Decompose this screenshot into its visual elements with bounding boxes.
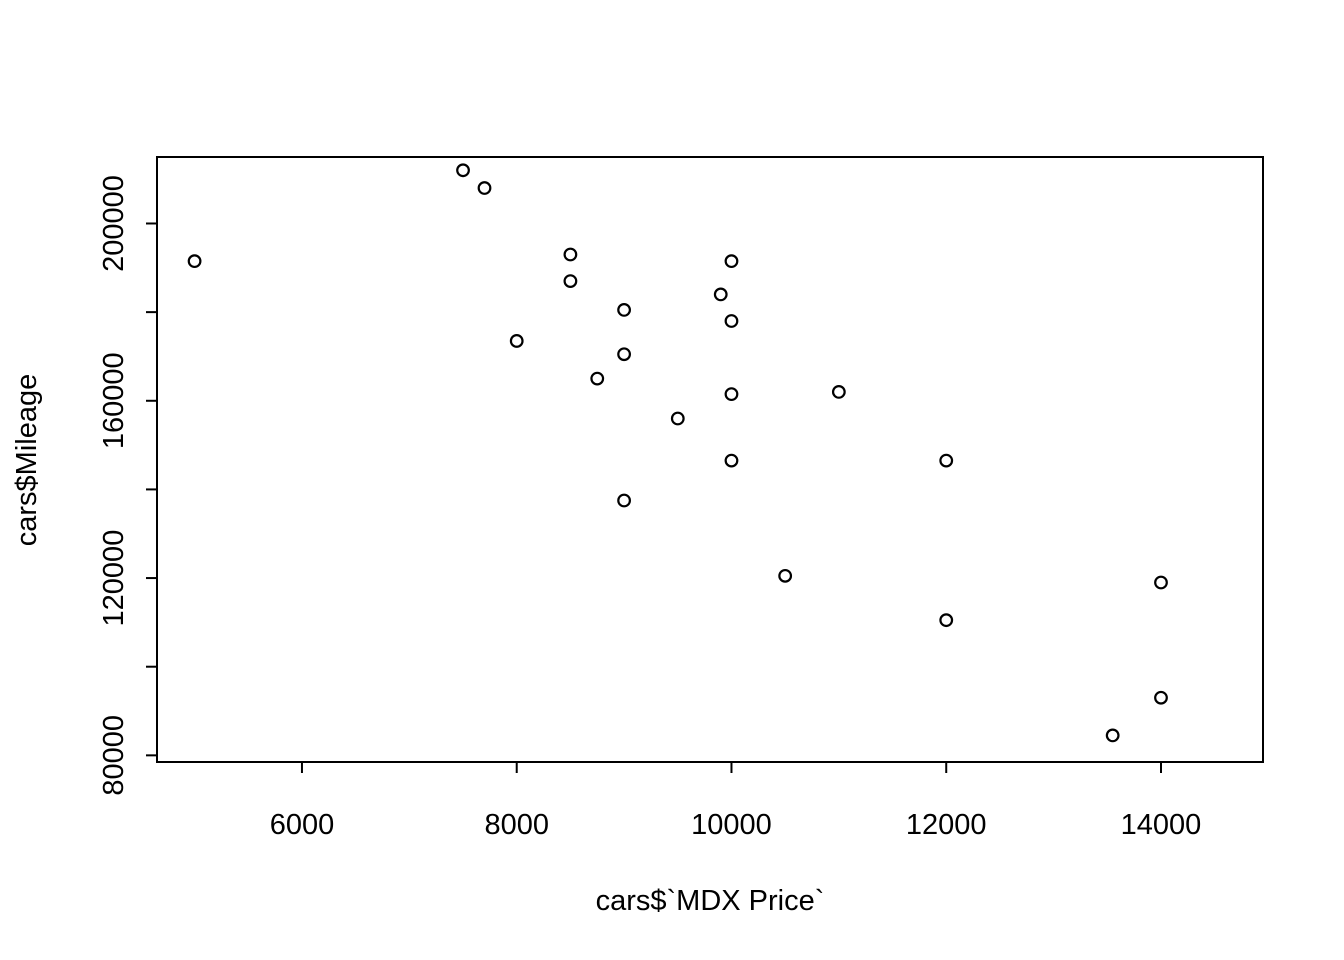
data-point bbox=[456, 163, 470, 178]
data-point bbox=[724, 254, 739, 269]
data-point bbox=[563, 274, 578, 289]
data-point bbox=[563, 247, 578, 262]
data-point bbox=[509, 334, 524, 348]
data-point bbox=[939, 453, 954, 468]
x-tick-label: 8000 bbox=[484, 809, 549, 841]
data-point bbox=[477, 181, 492, 195]
data-point bbox=[590, 371, 605, 386]
data-point bbox=[617, 347, 631, 362]
x-tick-label: 10000 bbox=[691, 809, 772, 841]
data-point bbox=[1154, 575, 1168, 590]
data-point bbox=[724, 387, 739, 402]
data-point bbox=[1154, 690, 1168, 705]
data-points bbox=[187, 163, 1168, 743]
x-tick-label: 6000 bbox=[270, 809, 335, 841]
plot-box bbox=[156, 156, 1264, 763]
data-point bbox=[778, 568, 793, 583]
y-tick-label: 120000 bbox=[98, 530, 130, 627]
x-tick-label: 14000 bbox=[1121, 809, 1202, 841]
data-point bbox=[939, 613, 954, 628]
data-point bbox=[1105, 728, 1120, 743]
y-axis-title: cars$Mileage bbox=[11, 374, 43, 546]
data-point bbox=[187, 254, 202, 269]
data-point bbox=[617, 303, 631, 317]
y-tick-label: 160000 bbox=[98, 352, 130, 449]
y-axis: 80000 120000 160000 200000 bbox=[98, 175, 158, 796]
y-tick-label: 200000 bbox=[98, 175, 130, 272]
y-tick-label: 80000 bbox=[98, 715, 130, 796]
data-point bbox=[713, 287, 728, 302]
data-point bbox=[670, 411, 685, 426]
x-axis: 6000 8000 10000 12000 14000 bbox=[270, 761, 1202, 841]
x-tick-label: 12000 bbox=[906, 809, 987, 841]
data-point bbox=[724, 453, 739, 468]
x-axis-title: cars$`MDX Price` bbox=[596, 885, 825, 917]
data-point bbox=[831, 385, 846, 399]
data-point bbox=[724, 314, 739, 328]
data-point bbox=[617, 493, 631, 508]
